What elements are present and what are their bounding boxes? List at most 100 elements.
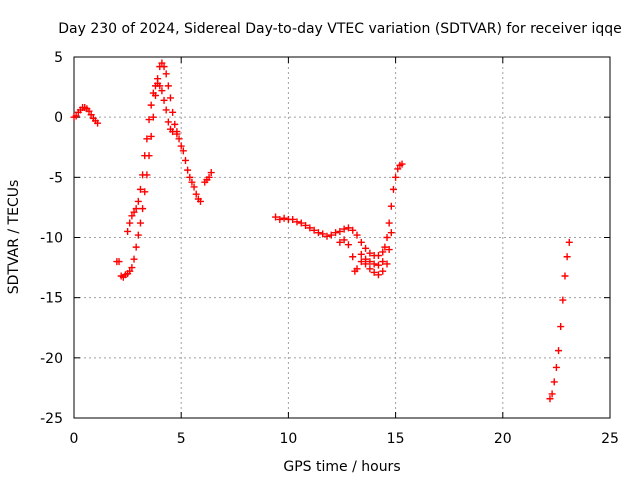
data-point: [557, 323, 565, 331]
data-point: [344, 241, 352, 249]
data-point: [387, 229, 395, 237]
data-point: [374, 271, 382, 279]
data-point: [366, 249, 374, 257]
data-point: [383, 234, 391, 241]
data-point: [357, 258, 365, 266]
data-point: [563, 253, 571, 261]
data-point: [327, 231, 335, 239]
data-point: [276, 215, 284, 223]
data-point: [336, 238, 344, 246]
data-point: [323, 232, 331, 240]
data-point: [385, 219, 393, 227]
data-point: [374, 261, 382, 269]
data-point: [87, 111, 95, 119]
data-point: [115, 258, 123, 266]
y-tick-label: 0: [54, 110, 63, 126]
data-point: [162, 106, 170, 114]
data-point: [205, 173, 213, 181]
data-point: [177, 142, 185, 150]
y-tick-label: 5: [54, 50, 63, 66]
data-point: [349, 226, 357, 234]
data-point: [555, 347, 563, 355]
grid-lines: [74, 57, 610, 418]
data-point: [175, 135, 183, 143]
data-point: [130, 255, 138, 263]
data-point: [379, 248, 387, 256]
data-point: [398, 160, 406, 168]
data-point: [550, 378, 558, 386]
data-point: [552, 363, 560, 371]
data-point: [139, 171, 147, 179]
data-point: [565, 238, 573, 246]
x-tick-label: 25: [601, 431, 619, 447]
data-point: [143, 135, 151, 143]
y-axis-label: SDTVAR / TECUs: [6, 180, 22, 295]
x-tick-label: 0: [70, 431, 79, 447]
data-point: [379, 267, 387, 275]
data-point: [139, 205, 147, 213]
data-point: [336, 227, 344, 235]
data-point: [362, 255, 370, 263]
data-point: [94, 119, 102, 127]
data-point: [314, 229, 322, 237]
data-point: [162, 70, 170, 78]
data-point: [141, 188, 149, 196]
data-point: [392, 173, 400, 181]
data-points: [70, 59, 573, 403]
data-point: [166, 94, 174, 102]
data-point: [181, 156, 189, 164]
data-point: [124, 227, 132, 235]
data-point: [381, 243, 389, 251]
data-point: [310, 226, 318, 234]
data-point: [353, 231, 361, 239]
data-point: [173, 130, 181, 138]
data-point: [332, 229, 340, 237]
data-point: [136, 185, 144, 193]
data-point: [134, 231, 142, 239]
data-point: [169, 108, 177, 116]
data-point: [128, 212, 136, 220]
data-point: [169, 128, 177, 136]
data-point: [389, 185, 397, 193]
data-point: [357, 238, 365, 246]
data-point: [280, 214, 288, 222]
y-tick-labels: 5 0 -5 -10 -15 -20 -25: [40, 50, 63, 427]
data-point: [149, 89, 157, 97]
data-point: [156, 82, 164, 90]
data-point: [340, 225, 348, 233]
data-point: [164, 118, 172, 126]
data-point: [132, 243, 140, 251]
data-point: [158, 87, 166, 95]
x-axis-label: GPS time / hours: [283, 459, 400, 475]
data-point: [385, 246, 393, 254]
data-point: [394, 165, 402, 173]
data-point: [370, 268, 378, 276]
data-point: [366, 265, 374, 273]
data-point: [149, 113, 157, 121]
x-tick-label: 5: [177, 431, 186, 447]
x-tick-label: 15: [387, 431, 405, 447]
data-point: [349, 253, 357, 261]
data-point: [128, 264, 136, 272]
data-point: [374, 252, 382, 260]
data-point: [383, 260, 391, 268]
axis-ticks: [73, 56, 611, 419]
data-point: [164, 82, 172, 90]
data-point: [272, 213, 280, 221]
data-point: [158, 59, 166, 67]
data-point: [147, 101, 155, 109]
data-point: [190, 183, 198, 191]
data-point: [186, 173, 194, 181]
data-point: [147, 132, 155, 140]
data-point: [207, 169, 215, 177]
data-point: [126, 219, 134, 227]
data-point: [353, 265, 361, 273]
data-point: [319, 230, 327, 238]
y-tick-label: -15: [40, 291, 63, 307]
y-tick-label: -10: [40, 231, 63, 247]
chart-title: Day 230 of 2024, Sidereal Day-to-day VTE…: [58, 21, 622, 37]
data-point: [546, 395, 554, 403]
data-point: [340, 236, 348, 244]
data-point: [293, 218, 301, 226]
